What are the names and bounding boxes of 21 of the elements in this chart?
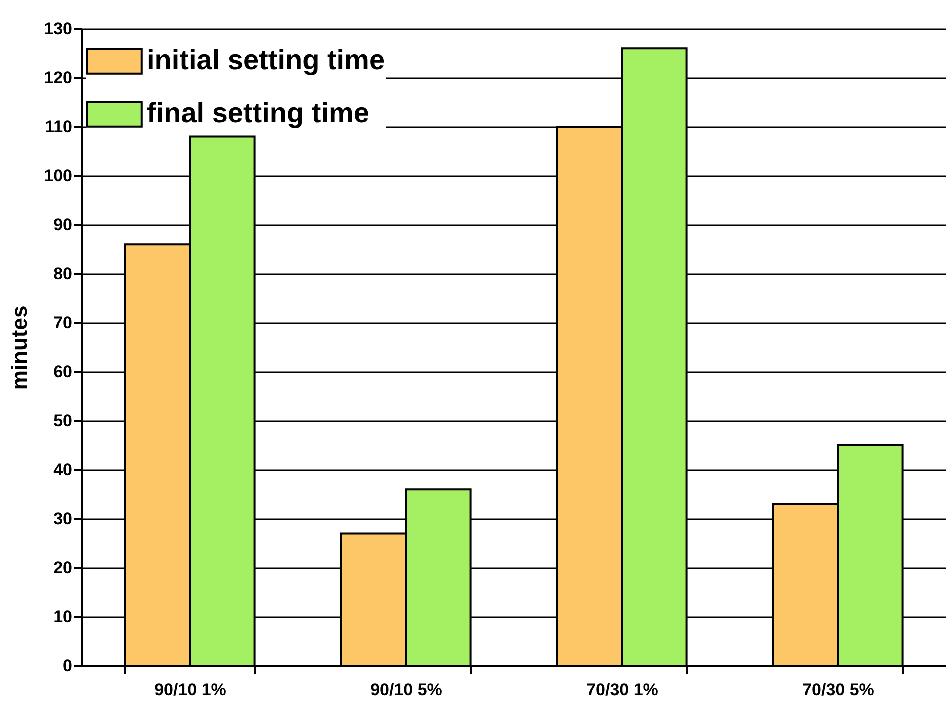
y-tick-label: 30 (54, 510, 72, 528)
y-axis-title: minutes (7, 306, 32, 390)
y-tick-label: 40 (54, 460, 72, 480)
y-tick-label: 110 (45, 118, 72, 136)
x-tick-label: 70/30 1% (586, 680, 658, 700)
y-tick-label: 0 (63, 656, 72, 676)
legend-label: initial setting time (147, 44, 386, 76)
y-tick-label: 50 (54, 412, 72, 430)
y-tick-label: 130 (44, 20, 72, 38)
x-tick-label: 90/10 5% (370, 680, 442, 700)
y-tick-label: 60 (54, 362, 72, 382)
y-tick-label: 90 (54, 216, 72, 234)
y-tick-label: 80 (54, 264, 72, 284)
y-tick-label: 10 (54, 608, 72, 626)
y-tick-label: 120 (44, 68, 72, 88)
legend-label: final setting time (147, 98, 370, 128)
y-tick-label: 70 (54, 314, 72, 332)
y-tick-label: 100 (44, 166, 72, 186)
x-tick-label: 70/30 5% (802, 680, 874, 700)
x-tick-label: 90/10 1% (154, 680, 226, 700)
y-tick-label: 20 (54, 558, 72, 578)
